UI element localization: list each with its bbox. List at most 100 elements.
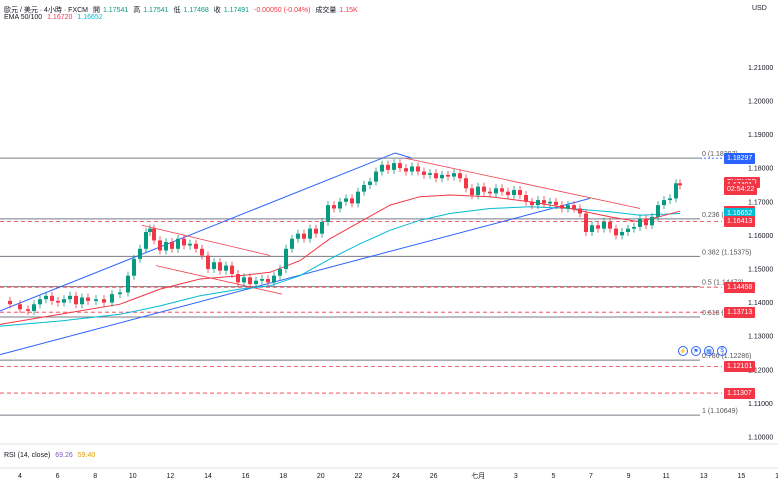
price-tag: 02:54:22 [724,183,758,195]
ema50-line [0,194,681,325]
candle-body [554,201,558,206]
price-tag: 1.13713 [724,306,756,318]
symbol-title[interactable]: 歐元 / 美元 · 4小時 · FXCM [4,7,88,14]
candle-body [506,191,510,196]
candle-body [344,198,348,202]
candle-body [584,213,588,232]
y-tick-label: 1.13000 [748,334,773,341]
candle-body [50,295,54,301]
x-tick-label: 12 [167,473,175,480]
candle-body [176,238,180,249]
candle-body [194,243,198,249]
rsi-value-2: 59.40 [77,452,96,459]
ema50-value: 1.16720 [47,14,73,21]
x-tick-label: 5 [551,473,555,480]
x-tick-label: 4 [18,473,22,480]
candle-body [386,164,390,170]
candle-body [290,238,294,249]
candle-body [284,248,288,269]
candle-body [410,166,414,172]
candle-body [44,295,48,300]
fib-label: 0 (1.18297) [702,151,738,158]
candle-body [148,228,152,232]
y-tick-label: 1.17000 [748,199,773,206]
wedge-upper-line [404,157,641,209]
candle-body [530,201,534,206]
candle-body [368,181,372,185]
chart-tool-icons: ⚡ ⚑ ▦ $ [678,346,727,356]
candle-body [374,171,378,182]
y-tick-label: 1.21000 [748,65,773,72]
high-value: 1.17541 [143,7,169,14]
x-tick-label: 24 [392,473,400,480]
candle-body [572,205,576,209]
candle-body [452,173,456,177]
lightning-icon[interactable]: ⚡ [678,346,688,356]
candle-body [536,200,540,206]
candle-body [248,277,252,285]
candle-body [230,265,234,274]
open-value: 1.17541 [102,7,129,14]
fib-label: 0.786 (1.12286) [702,353,751,360]
candle-body [596,225,600,229]
candle-body [314,228,318,234]
candle-body [392,163,396,170]
candle-body [422,171,426,175]
candle-body [356,191,360,204]
candle-body [416,166,420,172]
candle-body [296,233,300,239]
candle-body [254,280,258,285]
candle-body [308,228,312,239]
candle-body [182,238,186,246]
x-tick-label: 11 [663,473,670,480]
candle-body [548,201,552,204]
candle-body [476,186,480,196]
candle-body [138,248,142,259]
x-tick-label: 22 [355,473,363,480]
y-tick-label: 1.16000 [748,233,773,240]
rsi-label: RSI (14, close) [4,452,51,459]
change-value: -0.00050 (-0.04%) [254,7,311,14]
candle-body [380,164,384,172]
candle-body [350,198,354,204]
candle-body [68,295,72,300]
rsi-legend[interactable]: RSI (14, close) 69.26 59.40 [4,452,98,459]
x-tick-label: 七月 [471,471,485,480]
x-tick-label: 15 [738,473,746,480]
candle-body [94,299,98,301]
calendar-icon[interactable]: ▦ [704,346,714,356]
candle-body [632,226,636,229]
candle-body [446,174,450,177]
price-tag: 1.11307 [724,387,755,399]
price-tag: 1.16413 [724,215,756,227]
x-tick-label: 10 [129,473,137,480]
candle-body [524,195,528,202]
ema-legend[interactable]: EMA 50/100 1.16720 1.16652 [4,14,106,21]
candle-body [608,221,612,229]
candle-body [38,299,42,305]
high-label: 高 [133,7,141,14]
candle-body [272,275,276,283]
candle-body [158,240,162,251]
candle-body [678,183,682,186]
flag-icon[interactable]: ⚑ [691,346,701,356]
candle-body [80,297,84,305]
usd-icon[interactable]: $ [717,346,727,356]
candle-body [164,242,168,251]
y-tick-label: 1.20000 [748,98,773,105]
candle-body [398,163,402,169]
currency-label[interactable]: USD [752,5,767,12]
candle-body [662,200,666,206]
x-tick-label: 13 [700,473,708,480]
low-value: 1.17468 [183,7,209,14]
x-tick-label: 6 [56,473,60,480]
candle-body [278,268,282,276]
x-tick-label: 20 [317,473,325,480]
candle-body [470,188,474,196]
candle-body [302,233,306,239]
candle-body [212,262,216,269]
candle-body [266,279,270,283]
rsi-value-1: 69.26 [55,452,73,459]
candle-body [200,248,204,256]
